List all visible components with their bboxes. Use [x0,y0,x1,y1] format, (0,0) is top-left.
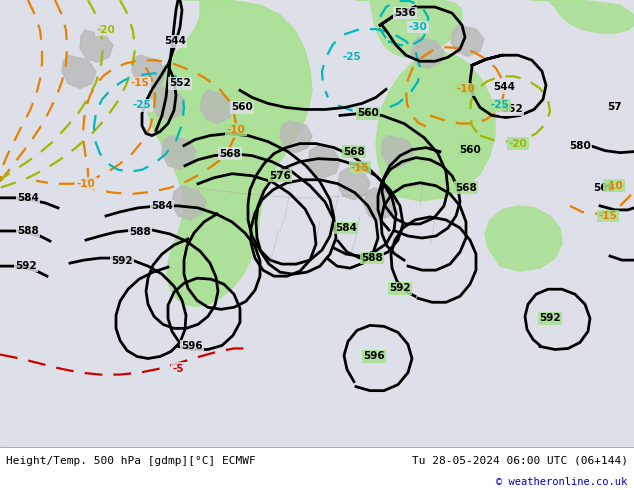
Text: 560: 560 [459,145,481,155]
Text: © weatheronline.co.uk: © weatheronline.co.uk [496,477,628,487]
Polygon shape [411,37,444,68]
Text: 588: 588 [361,253,383,263]
Text: 596: 596 [363,351,385,362]
Text: 568: 568 [219,148,241,159]
Polygon shape [132,55,166,88]
Text: 592: 592 [539,313,561,323]
Text: 592: 592 [15,261,37,271]
Text: 584: 584 [17,193,39,203]
Text: 536: 536 [394,8,416,18]
Text: 588: 588 [129,227,151,237]
Text: -5: -5 [172,364,184,373]
Text: 584: 584 [335,223,357,233]
Text: 576: 576 [269,171,291,181]
Text: -25: -25 [491,100,509,110]
Polygon shape [150,85,185,120]
Text: -10: -10 [605,181,623,191]
Text: -30: -30 [409,22,427,32]
Text: -20: -20 [96,25,115,35]
Text: -10: -10 [456,84,476,95]
Polygon shape [308,146,340,178]
Polygon shape [355,0,462,57]
Text: 596: 596 [181,342,203,351]
Polygon shape [381,136,414,168]
Polygon shape [376,52,495,201]
Polygon shape [147,0,312,306]
Polygon shape [200,90,234,123]
Text: 552: 552 [169,78,191,88]
Text: 544: 544 [164,36,186,46]
Text: 544: 544 [493,82,515,93]
Text: -15: -15 [598,211,618,221]
Text: 560: 560 [231,102,253,112]
Text: 57: 57 [607,102,621,112]
Polygon shape [451,25,484,56]
Text: 592: 592 [389,283,411,293]
Text: Height/Temp. 500 hPa [gdmp][°C] ECMWF: Height/Temp. 500 hPa [gdmp][°C] ECMWF [6,456,256,466]
Text: -20: -20 [508,139,527,148]
Text: 560: 560 [357,108,379,119]
Polygon shape [364,188,396,220]
Polygon shape [62,55,96,88]
Text: 568: 568 [343,147,365,157]
Text: 580: 580 [569,141,591,150]
Polygon shape [530,0,634,33]
Polygon shape [338,168,370,200]
Polygon shape [280,121,312,153]
Text: -15: -15 [351,163,370,172]
Text: 568: 568 [455,183,477,193]
Text: -25: -25 [342,52,361,62]
Text: -10: -10 [77,179,95,189]
Polygon shape [80,30,113,62]
Text: 584: 584 [151,201,173,211]
Text: 588: 588 [17,226,39,236]
Text: Tu 28-05-2024 06:00 UTC (06+144): Tu 28-05-2024 06:00 UTC (06+144) [411,456,628,466]
Polygon shape [485,206,562,271]
Polygon shape [162,136,196,170]
Text: 552: 552 [501,104,523,115]
Polygon shape [172,186,206,220]
Text: 592: 592 [111,256,133,266]
Text: 568: 568 [593,183,615,193]
Text: -25: -25 [133,100,152,110]
Text: -10: -10 [226,124,245,135]
Text: -15: -15 [131,78,150,88]
